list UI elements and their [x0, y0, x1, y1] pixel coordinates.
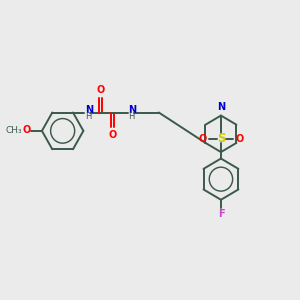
Text: O: O: [235, 134, 244, 143]
Text: O: O: [23, 125, 31, 135]
Text: S: S: [217, 132, 225, 145]
Text: F: F: [218, 209, 224, 219]
Text: O: O: [198, 134, 207, 143]
Text: O: O: [97, 85, 105, 95]
Text: N: N: [85, 105, 93, 115]
Text: N: N: [217, 102, 225, 112]
Text: H: H: [129, 112, 135, 121]
Text: H: H: [85, 112, 91, 121]
Text: N: N: [129, 105, 137, 115]
Text: CH₃: CH₃: [5, 126, 22, 135]
Text: O: O: [109, 130, 117, 140]
